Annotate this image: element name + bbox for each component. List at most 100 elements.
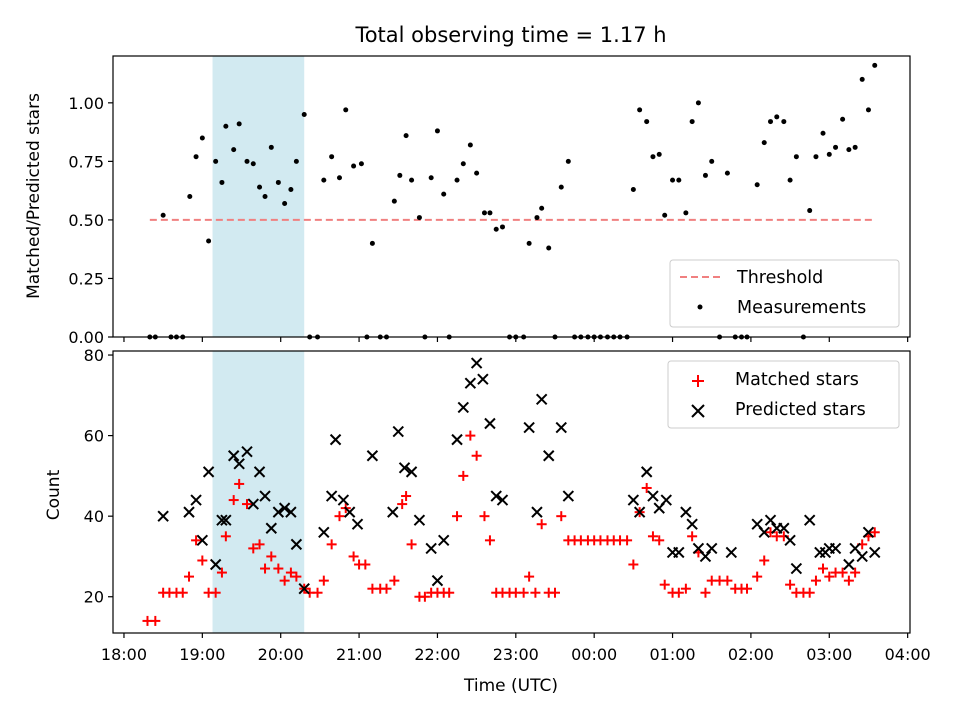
predicted-point-b bbox=[431, 574, 444, 587]
measurement-point bbox=[206, 238, 212, 244]
predicted-point bbox=[496, 494, 509, 506]
matched-point bbox=[234, 478, 245, 489]
measurement-point bbox=[321, 177, 327, 183]
top-y-tick-label: 0.75 bbox=[68, 152, 104, 171]
measurement-point bbox=[329, 154, 335, 160]
measurement-point bbox=[630, 186, 636, 192]
predicted-point-b bbox=[398, 462, 411, 474]
legend-matched-label: Matched stars bbox=[735, 370, 859, 390]
predicted-point-b bbox=[272, 506, 285, 518]
measurement-point bbox=[709, 158, 715, 164]
predicted-point-b bbox=[190, 494, 202, 506]
bottom-series-0 bbox=[142, 430, 880, 626]
measurement-point bbox=[467, 142, 473, 148]
matched-point bbox=[452, 511, 463, 522]
measurement-point bbox=[865, 107, 871, 113]
matched-point bbox=[837, 567, 848, 578]
measurement-point bbox=[526, 240, 532, 246]
predicted-point-b bbox=[686, 518, 698, 530]
matched-point bbox=[810, 575, 821, 586]
measurement-point bbox=[250, 161, 256, 167]
predicted-point-b bbox=[202, 466, 215, 478]
measurement-point bbox=[807, 208, 813, 214]
predicted-point bbox=[627, 494, 640, 506]
bottom-observing-span bbox=[212, 351, 305, 633]
matched-point bbox=[177, 587, 188, 598]
measurement-point bbox=[787, 177, 793, 183]
predicted-point-b bbox=[157, 510, 169, 522]
predicted-point-b bbox=[869, 546, 881, 559]
predicted-point bbox=[869, 546, 881, 559]
matched-point bbox=[465, 430, 476, 441]
matched-point bbox=[524, 571, 535, 582]
measurement-point bbox=[846, 147, 852, 153]
x-tick-label: 23:00 bbox=[493, 645, 539, 664]
predicted-point bbox=[272, 506, 285, 518]
predicted-point-b bbox=[680, 506, 692, 518]
predicted-point-b bbox=[562, 490, 575, 502]
matched-point bbox=[556, 511, 567, 522]
measurement-point bbox=[460, 161, 466, 167]
measurement-point bbox=[493, 226, 499, 232]
predicted-point bbox=[451, 433, 463, 446]
predicted-point-b bbox=[758, 526, 770, 538]
predicted-point-b bbox=[706, 542, 718, 555]
matched-point bbox=[266, 551, 277, 562]
top-y-tick-label: 0.25 bbox=[68, 269, 104, 288]
measurement-point bbox=[637, 107, 643, 113]
matched-point bbox=[279, 575, 290, 586]
predicted-point bbox=[265, 522, 278, 534]
matched-point bbox=[348, 551, 359, 562]
measurement-point bbox=[774, 114, 780, 120]
top-axes-frame bbox=[112, 55, 911, 338]
measurement-point bbox=[724, 170, 730, 176]
predicted-point-b bbox=[196, 534, 209, 547]
predicted-point-b bbox=[265, 522, 278, 534]
bottom-series-1 bbox=[157, 357, 881, 595]
predicted-point bbox=[477, 373, 489, 385]
measurement-point bbox=[656, 151, 662, 157]
matched-point bbox=[818, 563, 829, 574]
predicted-point bbox=[413, 514, 426, 526]
x-tick-label: 00:00 bbox=[571, 645, 617, 664]
predicted-point bbox=[431, 574, 444, 587]
predicted-point bbox=[209, 558, 222, 571]
matched-point bbox=[654, 535, 665, 546]
predicted-point bbox=[686, 518, 698, 530]
matched-point bbox=[536, 519, 547, 530]
matched-point bbox=[334, 511, 345, 522]
matched-point bbox=[150, 615, 161, 626]
predicted-point bbox=[829, 542, 842, 555]
measurement-point bbox=[840, 116, 846, 122]
predicted-point-b bbox=[764, 514, 777, 526]
measurement-point bbox=[391, 198, 397, 204]
top-legend: Threshold Measurements bbox=[669, 259, 900, 328]
measurement-point bbox=[416, 215, 422, 221]
matched-point bbox=[381, 583, 392, 594]
predicted-point bbox=[233, 458, 245, 470]
measurement-point bbox=[428, 175, 434, 181]
matched-point bbox=[687, 531, 698, 542]
predicted-point-b bbox=[209, 558, 222, 571]
predicted-point bbox=[464, 377, 477, 389]
measurement-point bbox=[187, 194, 193, 199]
matched-point bbox=[397, 499, 408, 510]
measurement-point bbox=[820, 130, 826, 136]
predicted-point bbox=[290, 538, 303, 551]
predicted-point bbox=[843, 558, 855, 571]
predicted-point bbox=[157, 510, 169, 522]
predicted-point-b bbox=[343, 506, 356, 518]
measurement-point bbox=[534, 215, 540, 221]
predicted-point-b bbox=[692, 542, 705, 555]
measurement-point bbox=[213, 158, 219, 164]
predicted-point bbox=[764, 514, 777, 526]
predicted-point-b bbox=[464, 377, 477, 389]
predicted-point-b bbox=[227, 450, 240, 462]
predicted-point-b bbox=[751, 518, 763, 530]
x-tick-label: 04:00 bbox=[885, 645, 931, 664]
matched-point bbox=[216, 567, 227, 578]
x-tick-label: 21:00 bbox=[336, 645, 382, 664]
top-y-tick-label: 1.00 bbox=[68, 94, 104, 113]
measurement-point bbox=[546, 245, 552, 251]
